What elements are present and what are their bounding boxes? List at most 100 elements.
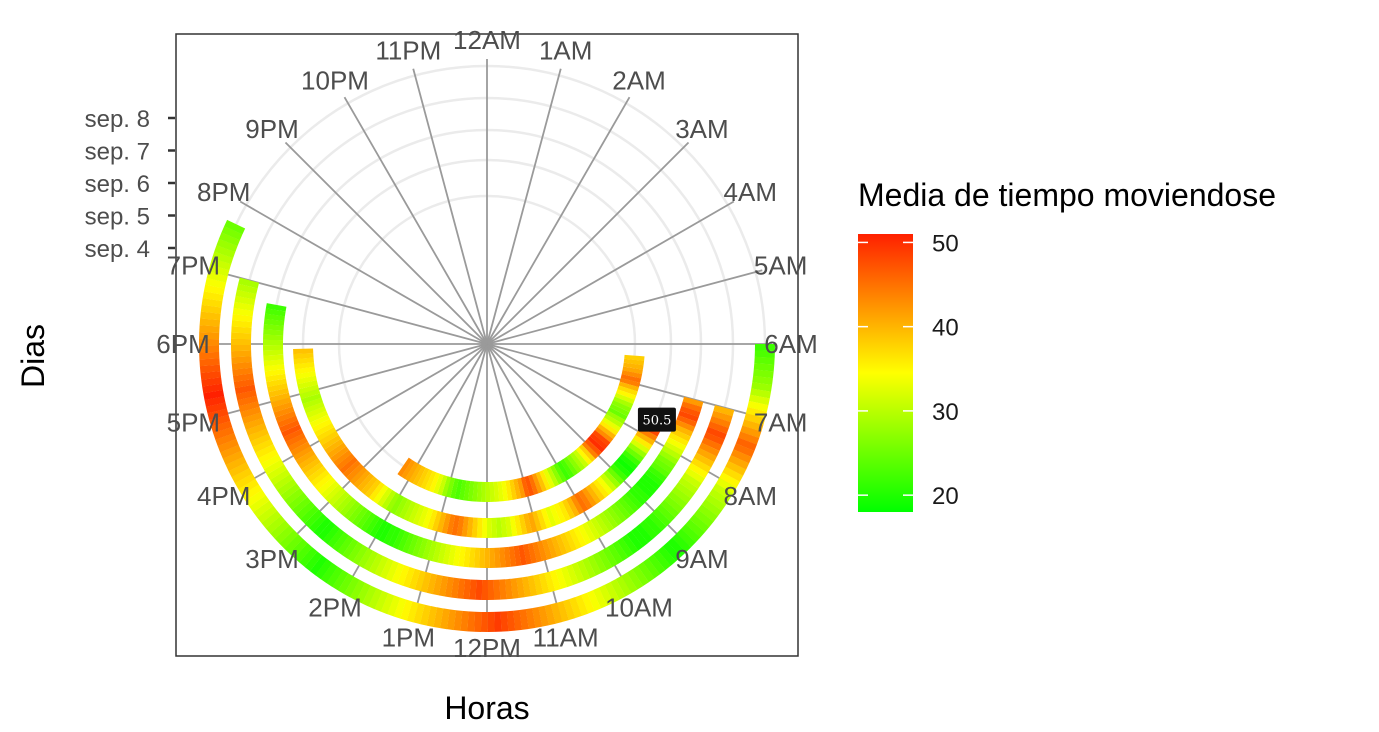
heat-tile [713, 405, 735, 417]
heat-tile [468, 547, 476, 568]
heat-tile [295, 450, 316, 466]
heat-tile [368, 588, 383, 610]
heat-tile [523, 513, 533, 534]
heat-tile [263, 318, 285, 326]
heat-tile [200, 311, 221, 321]
heat-tile [446, 609, 457, 631]
heat-tile [237, 395, 259, 407]
heat-tile [379, 558, 394, 580]
heat-tile [616, 389, 637, 400]
heat-tile [355, 582, 371, 604]
heat-tile [662, 542, 682, 562]
heat-tile [333, 449, 352, 467]
day-label: sep. 7 [85, 139, 150, 166]
x-axis-title: Horas [444, 690, 529, 726]
heat-tile [265, 373, 286, 382]
value-tooltip: 50.5 [637, 407, 676, 432]
heat-tile [500, 517, 508, 538]
heat-tile [383, 524, 397, 545]
heat-tile [437, 475, 448, 496]
heat-tile [584, 438, 602, 456]
heat-tile [611, 400, 632, 413]
hour-label: 7AM [754, 408, 807, 438]
heat-tile [332, 570, 349, 591]
heat-tile [231, 467, 253, 484]
heat-tile [433, 607, 444, 629]
heat-tile [360, 512, 376, 532]
heat-tile [592, 479, 610, 498]
heat-tile [616, 457, 635, 474]
heat-tile [528, 474, 539, 495]
heat-tile [450, 478, 459, 499]
heat-tile [317, 477, 336, 495]
heat-tile [544, 604, 556, 626]
heat-tile [313, 473, 333, 491]
heat-tile [639, 520, 658, 540]
heat-tile [715, 477, 737, 494]
heat-tile [263, 359, 285, 367]
heat-tile [544, 571, 556, 593]
heat-tile [420, 469, 433, 490]
heat-tile [712, 483, 734, 500]
heat-tile [719, 472, 740, 488]
heat-tile [631, 484, 650, 502]
heat-tile [494, 547, 501, 568]
heat-tile [531, 473, 543, 494]
heat-tile [199, 364, 221, 374]
heat-tile [742, 419, 764, 432]
heat-tile [336, 453, 355, 470]
heat-tile [587, 435, 605, 453]
heat-tile [599, 420, 619, 436]
heat-tile [748, 394, 770, 406]
heat-tile [752, 375, 773, 386]
heat-tile [276, 478, 297, 496]
heat-tile [676, 528, 696, 548]
heat-tile [618, 381, 639, 392]
heat-tile [273, 474, 294, 491]
heat-tile [297, 380, 318, 390]
heat-tile [203, 284, 225, 296]
heat-tile [598, 584, 614, 606]
heat-tile [753, 363, 775, 372]
heat-tile [267, 383, 288, 393]
heat-tile [592, 552, 607, 574]
heat-tile [525, 608, 536, 629]
heat-tile [453, 610, 463, 631]
heat-tile [217, 438, 239, 453]
heat-tile [637, 562, 655, 583]
heat-tile [269, 392, 291, 403]
heat-tile [353, 470, 371, 489]
heat-tile [707, 421, 729, 434]
hour-label: 2AM [612, 66, 665, 96]
heat-tile [658, 449, 679, 465]
heat-tile [619, 453, 638, 471]
heat-tile [199, 358, 220, 367]
heat-tile [491, 517, 498, 538]
heat-tile [689, 514, 710, 533]
heat-tile [681, 472, 702, 489]
heat-tile [650, 461, 670, 478]
heat-tile [228, 462, 250, 478]
heat-tile [569, 452, 586, 471]
heat-tile [294, 362, 315, 370]
heat-tile [451, 515, 460, 536]
legend: Media de tiempo moviendose 20 30 40 50 [858, 177, 1276, 512]
heat-tile [750, 388, 772, 399]
heat-tile [279, 529, 299, 549]
heat-tile [234, 384, 256, 395]
heat-tile [205, 402, 227, 414]
hour-spoke [486, 96, 631, 345]
heat-tile [647, 465, 667, 482]
heat-tile [524, 475, 535, 497]
heat-tile [685, 519, 705, 538]
heat-tile [617, 537, 634, 558]
heat-tile [324, 438, 344, 454]
heat-tile [235, 390, 257, 401]
heat-tile [754, 344, 775, 351]
heat-tile [231, 344, 252, 352]
heat-tile [232, 314, 253, 323]
heat-tile [553, 463, 567, 483]
hour-spoke [486, 68, 562, 345]
heat-tile [311, 418, 332, 433]
